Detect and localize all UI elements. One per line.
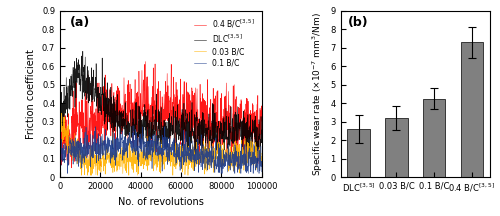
0.03 B/C [146,142,152,145]
0.4 B/C$^{[3,5]}$ [214,140,220,143]
0.03 B/C [57,122,63,125]
Bar [423,98,446,177]
Line: 0.1 B/C: 0.1 B/C [60,126,262,173]
Bar [348,129,370,177]
0.4 B/C$^{[3,5]}$ [218,112,224,115]
0.1 B/C [258,170,264,173]
0.4 B/C$^{[3,5]}$ [146,113,152,115]
DLC$^{[3,5]}$ [254,162,260,164]
Text: (a): (a) [70,16,90,29]
Line: DLC$^{[3,5]}$: DLC$^{[3,5]}$ [60,51,262,163]
0.4 B/C$^{[3,5]}$ [139,85,145,87]
DLC$^{[3,5]}$ [139,119,145,121]
0.4 B/C$^{[3,5]}$ [196,125,202,128]
0.03 B/C [58,112,64,114]
0.1 B/C [78,151,84,153]
0.1 B/C [130,124,136,127]
0.03 B/C [78,174,84,176]
Bar [385,118,408,177]
0.03 B/C [218,147,224,149]
0.4 B/C$^{[3,5]}$ [57,135,63,137]
Bar [460,42,483,177]
0.03 B/C [214,148,220,151]
0.03 B/C [258,155,264,158]
DLC$^{[3,5]}$ [214,130,220,132]
X-axis label: No. of revolutions: No. of revolutions [118,197,204,206]
0.4 B/C$^{[3,5]}$ [58,167,64,169]
DLC$^{[3,5]}$ [146,127,152,129]
DLC$^{[3,5]}$ [196,134,202,137]
DLC$^{[3,5]}$ [218,132,224,134]
Text: (b): (b) [348,16,368,29]
Y-axis label: Specific wear rate (×10$^{-7}$ mm$^3$/Nm): Specific wear rate (×10$^{-7}$ mm$^3$/Nm… [310,12,325,176]
DLC$^{[3,5]}$ [80,50,86,52]
0.03 B/C [78,145,84,148]
0.1 B/C [57,157,63,160]
DLC$^{[3,5]}$ [78,78,84,81]
0.1 B/C [218,172,224,175]
Line: 0.4 B/C$^{[3,5]}$: 0.4 B/C$^{[3,5]}$ [60,62,262,168]
0.1 B/C [214,155,220,158]
DLC$^{[3,5]}$ [57,106,63,108]
0.1 B/C [196,164,202,166]
0.1 B/C [139,144,145,146]
Y-axis label: Friction coefficient: Friction coefficient [26,49,36,139]
0.4 B/C$^{[3,5]}$ [142,60,148,63]
DLC$^{[3,5]}$ [258,129,264,131]
Legend: 0.4 B/C$^{[3,5]}$, DLC$^{[3,5]}$, 0.03 B/C, 0.1 B/C: 0.4 B/C$^{[3,5]}$, DLC$^{[3,5]}$, 0.03 B… [191,15,258,70]
0.03 B/C [196,152,202,154]
0.03 B/C [139,151,145,153]
0.4 B/C$^{[3,5]}$ [78,125,84,127]
0.1 B/C [64,172,70,175]
0.1 B/C [146,139,152,141]
Line: 0.03 B/C: 0.03 B/C [60,113,262,175]
0.4 B/C$^{[3,5]}$ [258,120,264,122]
